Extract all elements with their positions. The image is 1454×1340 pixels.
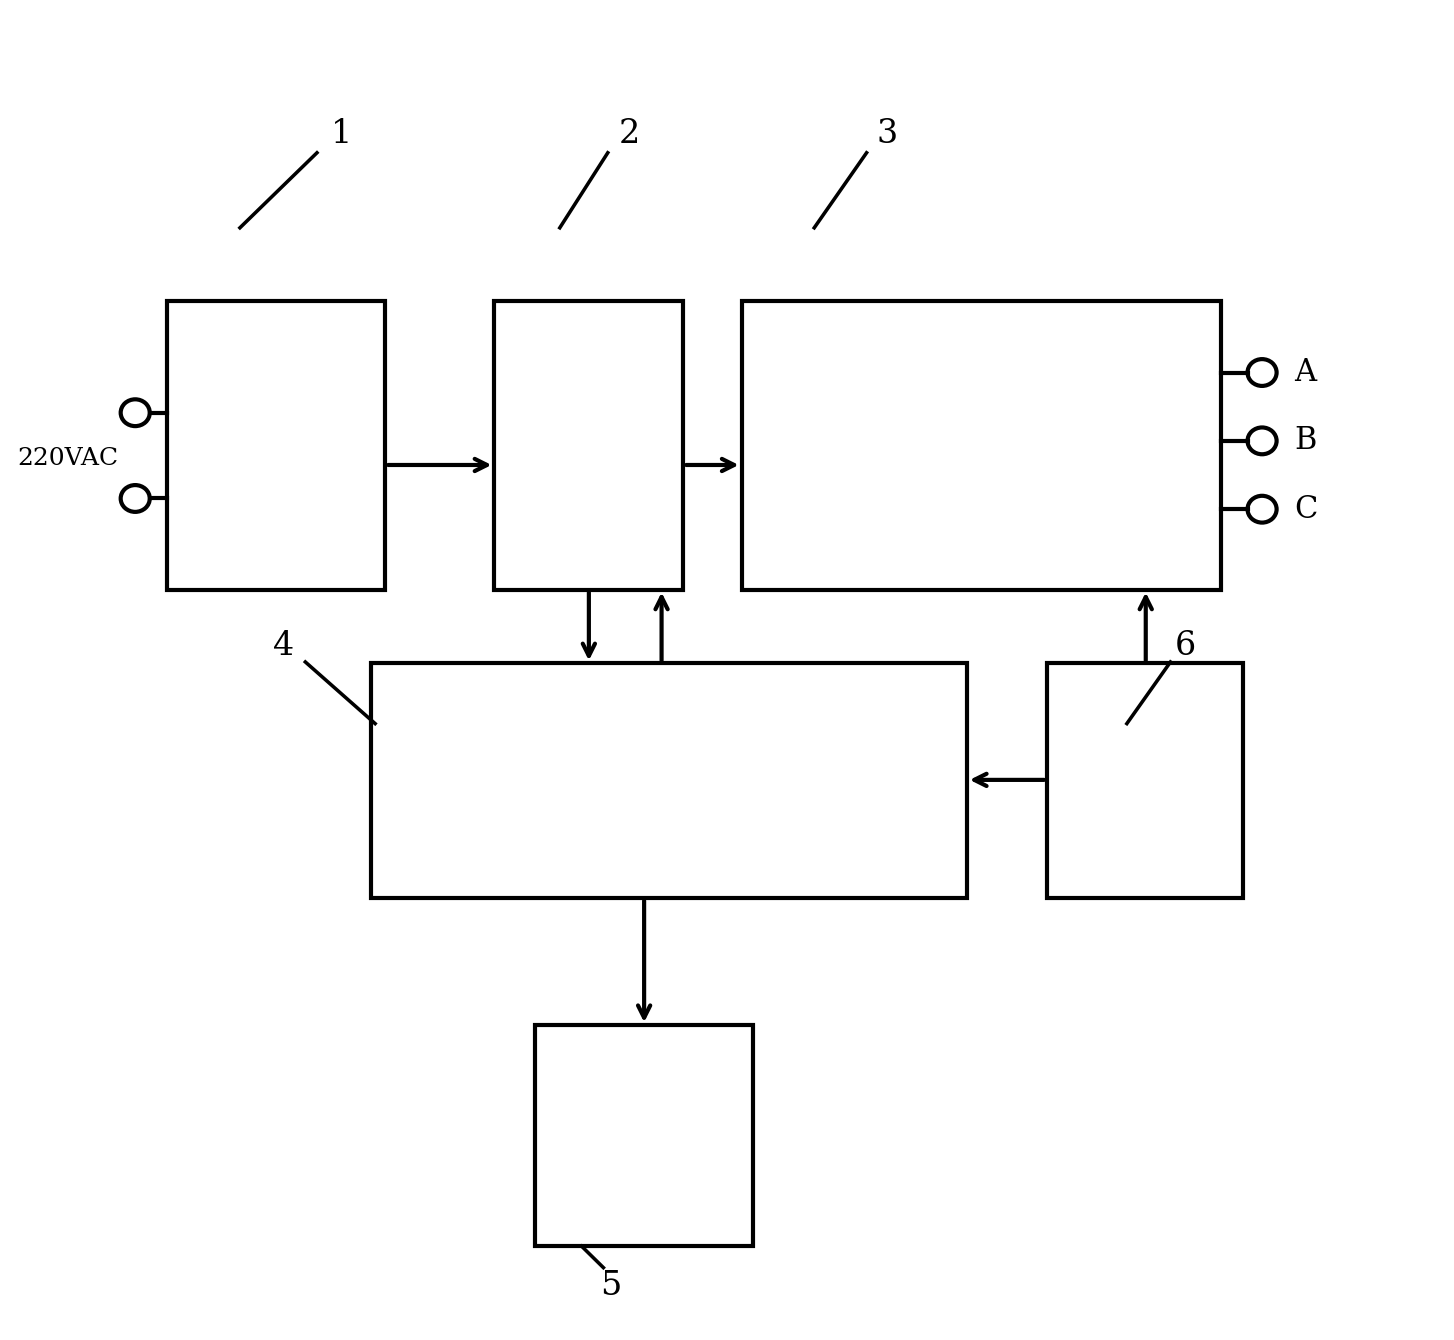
Bar bbox=[535, 1025, 753, 1246]
Bar bbox=[1047, 663, 1243, 898]
Bar bbox=[371, 663, 967, 898]
Text: 220VAC: 220VAC bbox=[17, 446, 119, 470]
Text: 4: 4 bbox=[273, 630, 294, 662]
Text: A: A bbox=[1294, 356, 1316, 389]
Text: B: B bbox=[1294, 425, 1316, 457]
Bar bbox=[742, 302, 1221, 590]
Text: 1: 1 bbox=[332, 118, 352, 150]
Bar bbox=[494, 302, 683, 590]
Text: 2: 2 bbox=[619, 118, 640, 150]
Text: C: C bbox=[1294, 493, 1317, 525]
Text: 6: 6 bbox=[1175, 630, 1195, 662]
Text: 5: 5 bbox=[601, 1270, 621, 1302]
Bar bbox=[167, 302, 385, 590]
Text: 3: 3 bbox=[877, 118, 897, 150]
